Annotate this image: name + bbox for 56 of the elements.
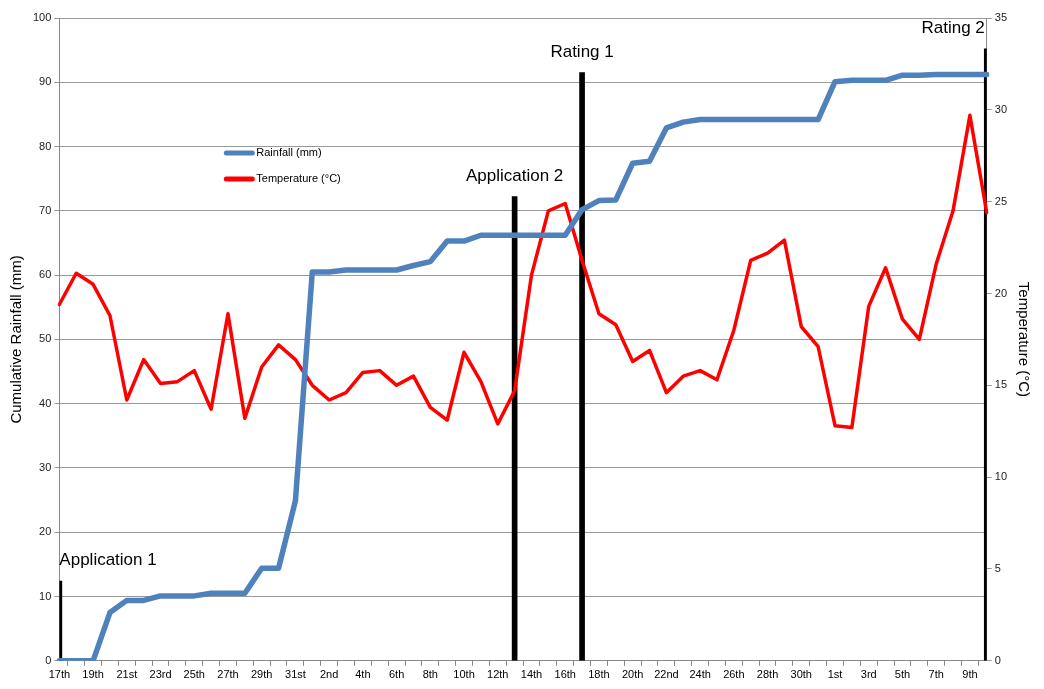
- y-tick-label: 30: [39, 460, 52, 473]
- x-tick-label: 20th: [621, 668, 644, 681]
- y-tick-label: 90: [39, 75, 52, 88]
- x-tick-label: 3rd: [860, 668, 877, 681]
- x-tick-label: 14th: [520, 668, 543, 681]
- legend-label: Temperature (°C): [256, 172, 341, 185]
- x-tick-label: 12th: [487, 668, 509, 681]
- x-tick-label: 16th: [554, 668, 576, 681]
- y-tick-label: 80: [39, 139, 52, 152]
- y-tick-label: 0: [45, 653, 52, 666]
- bar: [579, 72, 585, 661]
- x-tick-label: 18th: [588, 668, 610, 681]
- y2-tick-label: 20: [994, 286, 1008, 299]
- x-tick-label: 27th: [217, 668, 239, 681]
- x-tick-label: 24th: [689, 668, 711, 681]
- x-tick-label: 2nd: [319, 668, 339, 681]
- y2-tick-label: 25: [994, 194, 1008, 207]
- y2-tick-label: 30: [994, 102, 1008, 115]
- x-tick-label: 23rd: [149, 668, 172, 681]
- x-tick-label: 9th: [962, 668, 978, 681]
- y-tick-label: 60: [39, 268, 52, 281]
- annotation: Application 2: [465, 165, 564, 185]
- x-tick-label: 26th: [723, 668, 745, 681]
- y2-tick-label: 0: [994, 653, 1001, 666]
- y-tick-label: 20: [39, 525, 52, 538]
- x-tick-label: 7th: [928, 668, 944, 681]
- y-axis-title: Cumulative Rainfall (mm): [7, 255, 25, 424]
- x-tick-label: 5th: [894, 668, 911, 681]
- x-tick-label: 6th: [388, 668, 405, 681]
- legend-label: Rainfall (mm): [256, 146, 322, 159]
- y-tick-label: 100: [32, 11, 52, 24]
- x-tick-label: 31st: [285, 668, 306, 681]
- x-tick-label: 22nd: [654, 668, 679, 681]
- x-tick-label: 1st: [827, 668, 843, 681]
- annotation: Rating 2: [921, 18, 985, 38]
- x-tick-label: 25th: [183, 668, 205, 681]
- x-tick-label: 10th: [453, 668, 475, 681]
- y-tick-label: 10: [39, 589, 52, 602]
- x-tick-label: 30th: [790, 668, 812, 681]
- y2-axis-title: Temperature (°C): [1015, 281, 1033, 397]
- y2-tick-label: 15: [994, 378, 1008, 391]
- y2-tick-label: 5: [994, 562, 1001, 574]
- x-tick-label: 8th: [422, 668, 438, 681]
- x-tick-label: 29th: [250, 668, 273, 681]
- x-tick-label: 19th: [82, 668, 104, 681]
- annotation: Rating 1: [550, 41, 614, 61]
- annotation: Application 1: [59, 550, 157, 570]
- y2-tick-label: 10: [994, 470, 1008, 483]
- x-tick-label: 4th: [355, 668, 371, 681]
- x-tick-label: 17th: [48, 668, 71, 681]
- y-tick-label: 40: [39, 396, 52, 409]
- x-tick-label: 21st: [116, 668, 138, 681]
- x-tick-label: 28th: [756, 668, 779, 681]
- y-tick-label: 70: [39, 203, 52, 216]
- y2-tick-label: 35: [994, 11, 1008, 24]
- y-tick-label: 50: [39, 332, 52, 345]
